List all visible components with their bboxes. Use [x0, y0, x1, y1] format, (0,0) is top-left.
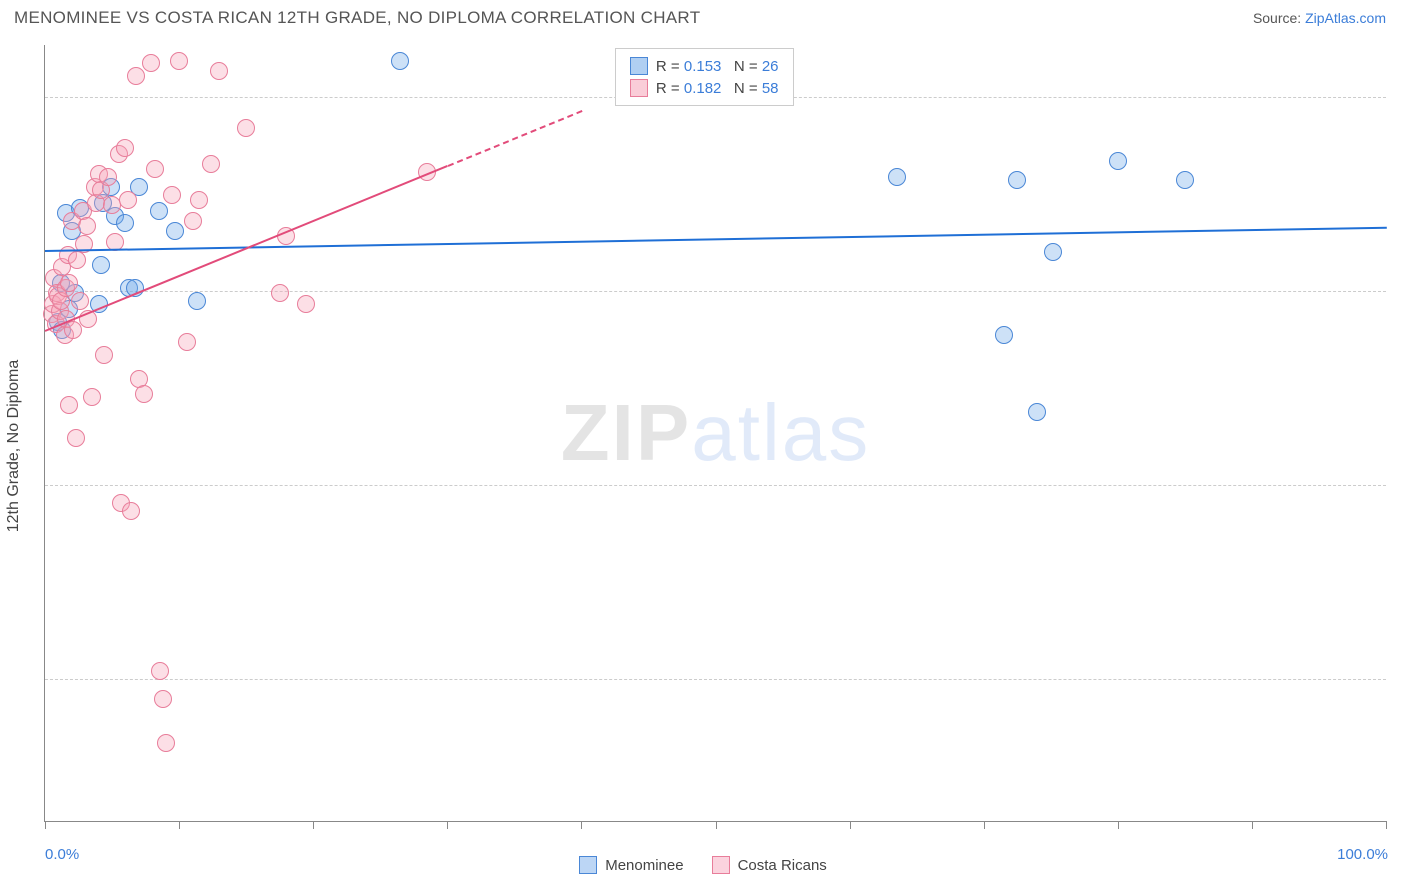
- data-point: [122, 502, 140, 520]
- data-point: [297, 295, 315, 313]
- data-point: [188, 292, 206, 310]
- data-point: [146, 160, 164, 178]
- stats-text: R = 0.153 N = 26: [656, 58, 779, 75]
- data-point: [163, 186, 181, 204]
- data-point: [99, 168, 117, 186]
- x-tick: [1252, 821, 1253, 829]
- y-tick-label: 92.5%: [1396, 282, 1406, 299]
- source-link[interactable]: ZipAtlas.com: [1305, 10, 1386, 26]
- data-point: [150, 202, 168, 220]
- data-point: [151, 662, 169, 680]
- data-point: [67, 429, 85, 447]
- legend-label-menominee: Menominee: [605, 857, 683, 874]
- stats-swatch: [630, 79, 648, 97]
- x-tick: [581, 821, 582, 829]
- data-point: [888, 168, 906, 186]
- data-point: [135, 385, 153, 403]
- x-tick: [447, 821, 448, 829]
- y-tick-label: 77.5%: [1396, 670, 1406, 687]
- data-point: [1028, 403, 1046, 421]
- x-tick: [1118, 821, 1119, 829]
- x-tick: [850, 821, 851, 829]
- source-prefix: Source:: [1253, 10, 1305, 26]
- data-point: [391, 52, 409, 70]
- gridline: [45, 485, 1386, 486]
- watermark: ZIPatlas: [561, 387, 870, 479]
- data-point: [60, 396, 78, 414]
- stats-swatch: [630, 57, 648, 75]
- legend-item-costaricans: Costa Ricans: [712, 856, 827, 874]
- legend-item-menominee: Menominee: [579, 856, 683, 874]
- data-point: [127, 67, 145, 85]
- x-tick: [179, 821, 180, 829]
- source-attribution: Source: ZipAtlas.com: [1253, 10, 1386, 26]
- watermark-zip: ZIP: [561, 388, 691, 477]
- data-point: [116, 214, 134, 232]
- data-point: [184, 212, 202, 230]
- stats-text: R = 0.182 N = 58: [656, 80, 779, 97]
- data-point: [157, 734, 175, 752]
- gridline: [45, 679, 1386, 680]
- data-point: [210, 62, 228, 80]
- data-point: [1176, 171, 1194, 189]
- x-tick: [984, 821, 985, 829]
- data-point: [995, 326, 1013, 344]
- data-point: [1044, 243, 1062, 261]
- x-tick: [45, 821, 46, 829]
- data-point: [92, 256, 110, 274]
- data-point: [1109, 152, 1127, 170]
- gridline: [45, 291, 1386, 292]
- data-point: [78, 217, 96, 235]
- data-point: [271, 284, 289, 302]
- stats-legend: R = 0.153 N = 26 R = 0.182 N = 58: [615, 48, 794, 106]
- data-point: [95, 346, 113, 364]
- data-point: [154, 690, 172, 708]
- trend-line: [447, 110, 582, 167]
- data-point: [170, 52, 188, 70]
- data-point: [60, 274, 78, 292]
- stats-row: R = 0.182 N = 58: [630, 77, 779, 99]
- data-point: [1008, 171, 1026, 189]
- data-point: [142, 54, 160, 72]
- x-tick: [716, 821, 717, 829]
- data-point: [68, 251, 86, 269]
- watermark-atlas: atlas: [691, 388, 870, 477]
- data-point: [178, 333, 196, 351]
- x-tick: [313, 821, 314, 829]
- data-point: [116, 139, 134, 157]
- scatter-chart: ZIPatlas 77.5%92.5%0.0%100.0%R = 0.153 N…: [44, 45, 1386, 822]
- legend-label-costaricans: Costa Ricans: [738, 857, 827, 874]
- data-point: [202, 155, 220, 173]
- data-point: [83, 388, 101, 406]
- x-tick: [1386, 821, 1387, 829]
- data-point: [190, 191, 208, 209]
- data-point: [166, 222, 184, 240]
- chart-title: MENOMINEE VS COSTA RICAN 12TH GRADE, NO …: [14, 8, 700, 28]
- legend-swatch-menominee: [579, 856, 597, 874]
- y-axis-label: 12th Grade, No Diploma: [5, 360, 23, 533]
- legend-swatch-costaricans: [712, 856, 730, 874]
- stats-row: R = 0.153 N = 26: [630, 55, 779, 77]
- data-point: [71, 292, 89, 310]
- bottom-legend: Menominee Costa Ricans: [0, 856, 1406, 874]
- data-point: [119, 191, 137, 209]
- data-point: [237, 119, 255, 137]
